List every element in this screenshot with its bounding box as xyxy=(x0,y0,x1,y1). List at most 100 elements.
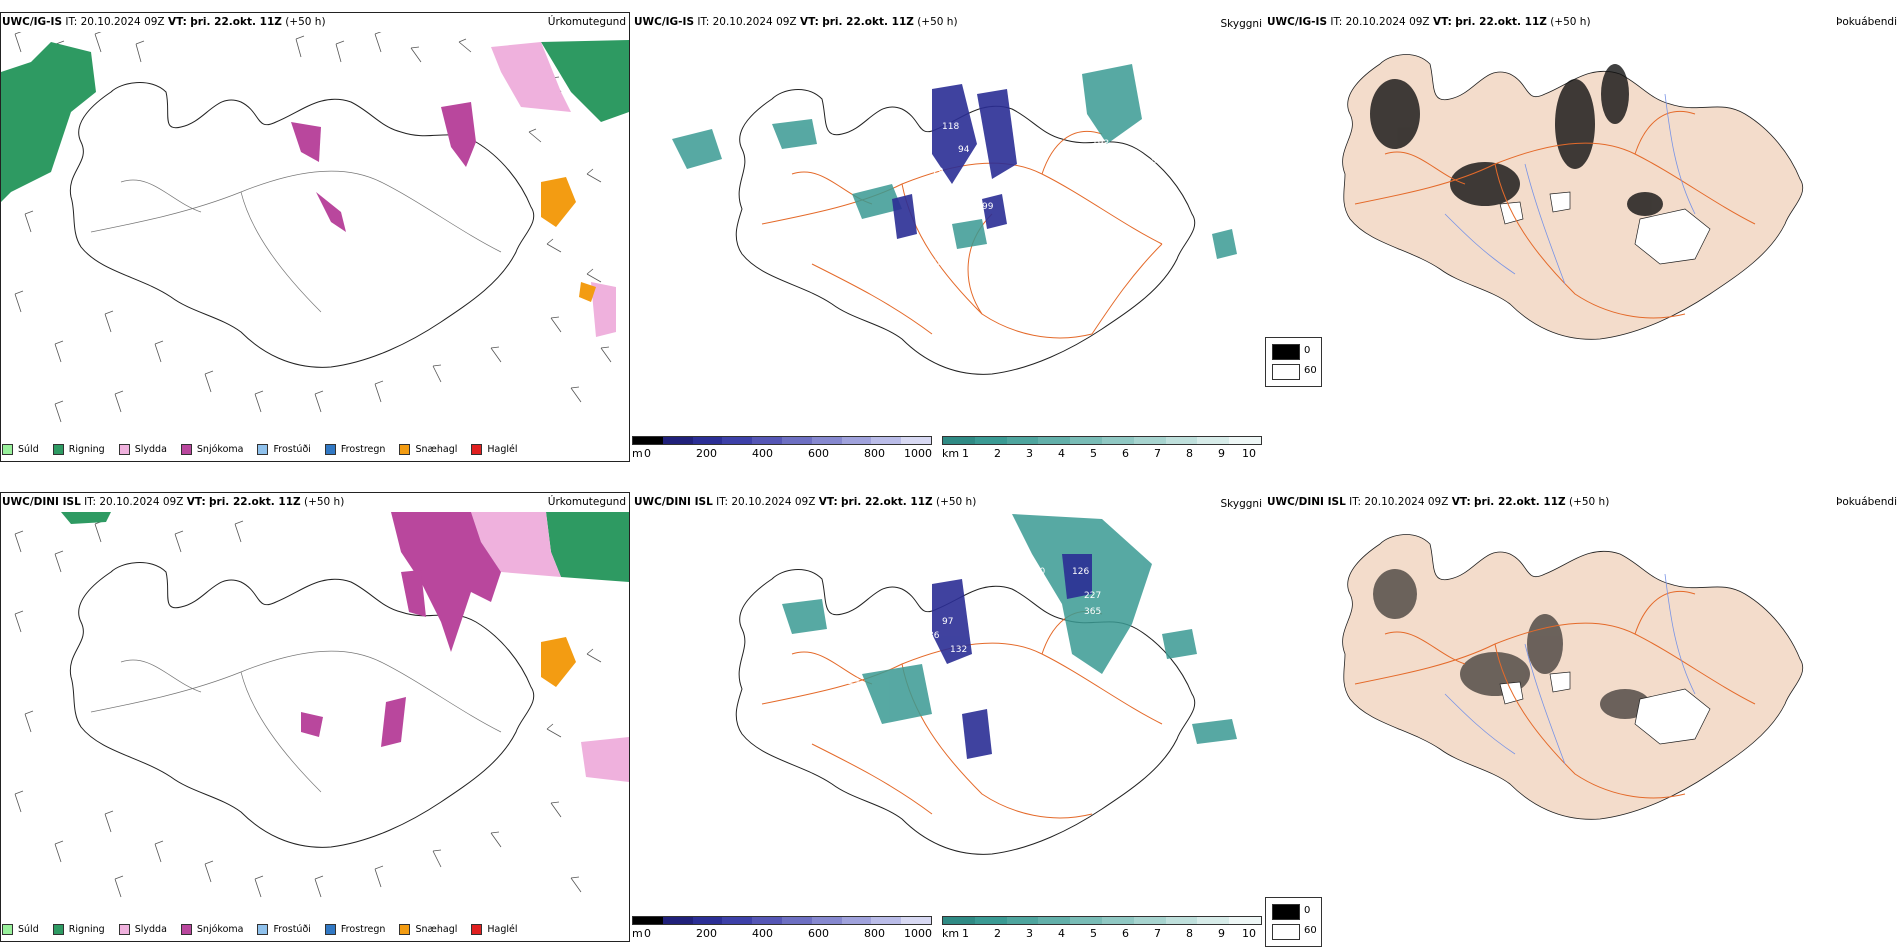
legend-item: Haglél xyxy=(471,924,518,935)
elevation-tick: 600 xyxy=(808,447,829,460)
fog-panel-row1: UWC/IG-IS IT: 20.10.2024 09Z VT: þri. 22… xyxy=(1265,12,1900,462)
legend-item: Slydda xyxy=(118,924,167,935)
peak-label: 130 xyxy=(868,231,885,241)
legend-item: Frostúði xyxy=(257,444,311,455)
peak-label: 126 xyxy=(1072,567,1089,577)
field-name: Úrkomutegund xyxy=(547,496,626,508)
elevation-tick: 1000 xyxy=(904,447,932,460)
field-name: Skyggni xyxy=(1220,18,1263,30)
peak-label: 149 xyxy=(932,259,949,269)
panel-title: UWC/DINI ISL IT: 20.10.2024 09Z VT: þri.… xyxy=(634,496,977,508)
precip-panel-frame xyxy=(0,492,630,942)
field-name: Þokuábendi xyxy=(1836,16,1897,28)
peak-label: 108 xyxy=(1012,275,1029,285)
peak-label: 355 xyxy=(1097,171,1114,181)
peak-label: 111 xyxy=(900,281,917,291)
rivers xyxy=(1444,573,1696,765)
legend-item: Rigning xyxy=(52,924,105,935)
road-network xyxy=(1354,110,1756,319)
field-name: Skyggni xyxy=(1220,498,1263,510)
valid-time: þri. 22.okt. 11Z xyxy=(190,16,282,28)
rain-patch xyxy=(541,40,629,122)
peak-label: 99 xyxy=(982,202,994,212)
rain-patch xyxy=(61,512,111,524)
legend-item: Slydda xyxy=(118,444,167,455)
snow-patch xyxy=(301,712,323,737)
sleet-patch xyxy=(581,737,629,782)
elevation-colorbar: m 0 200 400 600 800 1000 xyxy=(632,436,932,462)
legend-item: Frostregn xyxy=(324,924,385,935)
elevation-tick: 200 xyxy=(696,447,717,460)
snow-pellet-patch xyxy=(579,282,596,302)
snow-patch xyxy=(316,192,346,232)
precip-legend: Súld Rigning Slydda Snjókoma Frostúði Fr… xyxy=(2,444,518,455)
low-visibility-areas xyxy=(782,514,1237,744)
rivers xyxy=(1444,93,1696,285)
peak-label: 97 xyxy=(942,617,953,627)
elevation-tick: 0 xyxy=(644,447,651,460)
visibility-panel-row2: UWC/DINI ISL IT: 20.10.2024 09Z VT: þri.… xyxy=(632,492,1262,942)
snow-patch xyxy=(391,512,501,652)
sleet-patch xyxy=(591,282,616,337)
field-name: Úrkomutegund xyxy=(547,16,626,28)
visibility-map: 97 86 132 129 164 126 227 365 150 239 13… xyxy=(735,514,1237,855)
legend-item: Snæhagl xyxy=(399,444,457,455)
legend-item: Súld xyxy=(2,444,39,455)
fog-shading xyxy=(1370,64,1663,216)
snow-patch xyxy=(401,570,426,617)
peak-label: 129 xyxy=(842,677,859,687)
legend-item: Snæhagl xyxy=(399,924,457,935)
rain-patch xyxy=(1,42,96,202)
iceland-land xyxy=(1342,54,1803,340)
cloud-legend: 0 60 xyxy=(1265,337,1322,387)
lead-time: (+50 h) xyxy=(285,16,326,28)
visibility-map: 118 94 99 79 99 130 143 149 111 193 355 … xyxy=(672,64,1237,375)
peak-labels: 118 94 99 79 99 130 143 149 111 193 355 … xyxy=(868,122,1157,291)
visibility-colorbar: km 1 2 3 4 5 6 7 8 9 10 xyxy=(942,436,1262,462)
legend-item: Rigning xyxy=(52,444,105,455)
elevation-tick: 400 xyxy=(752,447,773,460)
peak-label: 86 xyxy=(928,631,940,641)
fog-shading xyxy=(1373,569,1650,719)
road-network xyxy=(1354,590,1756,799)
init-time: 20.10.2024 09Z xyxy=(80,16,165,28)
peak-label: 143 xyxy=(890,241,907,251)
peak-label: 150 xyxy=(1028,567,1045,577)
precip-panel-row2: UWC/DINI ISL IT: 20.10.2024 09Z VT: þri.… xyxy=(0,492,630,942)
peak-label: 118 xyxy=(942,122,959,132)
precip-panel-row1: UWC/IG-IS IT: 20.10.2024 09Z VT: þri. 22… xyxy=(0,12,630,462)
peak-label: 99 xyxy=(950,187,962,197)
panel-title: UWC/IG-IS IT: 20.10.2024 09Z VT: þri. 22… xyxy=(1267,16,1591,28)
model-name: UWC/IG-IS xyxy=(2,16,63,28)
elevation-unit: m xyxy=(632,447,643,460)
snow-patch xyxy=(441,102,476,167)
fog-map xyxy=(1342,534,1803,820)
elevation-tick: 800 xyxy=(864,447,885,460)
visibility-colorbar: km 1 2 3 4 5 6 7 8 9 10 xyxy=(942,916,1262,942)
peak-label: 227 xyxy=(1084,591,1101,601)
visibility-panel-row1: UWC/IG-IS IT: 20.10.2024 09Z VT: þri. 22… xyxy=(632,12,1262,462)
panel-title: UWC/IG-IS IT: 20.10.2024 09Z VT: þri. 22… xyxy=(634,16,958,28)
peak-label: 239 xyxy=(1008,697,1025,707)
precip-type-map xyxy=(1,32,629,423)
peak-label: 183 xyxy=(944,711,961,721)
snow-patch xyxy=(291,122,321,162)
peak-label: 193 xyxy=(1092,139,1109,149)
peak-label: 94 xyxy=(958,145,970,155)
peak-label: 107 xyxy=(1140,159,1157,169)
sleet-patch xyxy=(491,42,571,112)
peak-label: 79 xyxy=(932,167,944,177)
field-name: Þokuábendi xyxy=(1836,496,1897,508)
panel-title: UWC/IG-IS IT: 20.10.2024 09Z VT: þri. 22… xyxy=(2,16,326,28)
peak-label: 130 xyxy=(1047,233,1064,243)
glaciers xyxy=(1499,671,1711,745)
precip-legend: Súld Rigning Slydda Snjókoma Frostúði Fr… xyxy=(2,924,518,935)
panel-title: UWC/DINI ISL IT: 20.10.2024 09Z VT: þri.… xyxy=(1267,496,1610,508)
wind-barbs xyxy=(14,32,612,423)
visibility-unit: km xyxy=(942,447,960,460)
glaciers xyxy=(1499,191,1711,265)
snow-pellet-patch xyxy=(541,177,576,227)
peak-label: 365 xyxy=(1084,607,1101,617)
legend-item: Frostregn xyxy=(324,444,385,455)
legend-item: Snjókoma xyxy=(180,444,243,455)
